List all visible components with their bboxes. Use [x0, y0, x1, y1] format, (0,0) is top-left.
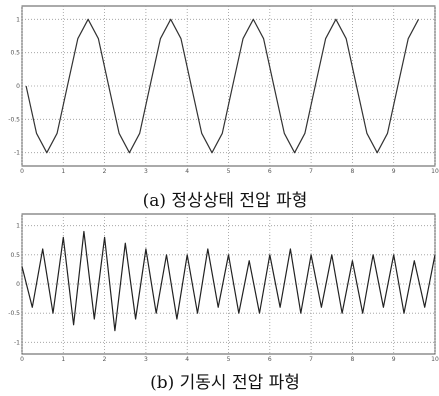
x-tick-label: 5 [227, 356, 231, 363]
x-tick-label: 8 [350, 168, 354, 175]
x-tick-label: 0 [20, 168, 24, 175]
y-tick-label: -0.5 [8, 310, 20, 317]
x-tick-label: 9 [392, 168, 396, 175]
x-tick-label: 6 [268, 356, 272, 363]
x-tick-label: 9 [392, 356, 396, 363]
x-tick-label: 10 [431, 356, 439, 363]
x-tick-label: 4 [185, 168, 189, 175]
caption: (a) 정상상태 전압 파형 [143, 191, 308, 211]
x-tick-label: 2 [103, 168, 107, 175]
waveform [22, 232, 435, 331]
x-tick-label: 3 [144, 168, 148, 175]
waveform [26, 19, 418, 152]
x-tick-label: 1 [61, 356, 65, 363]
y-tick-label: 0.5 [10, 252, 20, 259]
x-tick-label: 3 [144, 356, 148, 363]
y-tick-label: -1 [14, 339, 20, 346]
y-tick-label: -1 [14, 150, 20, 157]
y-tick-label: 0 [16, 281, 20, 288]
x-tick-label: 2 [103, 356, 107, 363]
figure: (a) 정상상태 전압 파형 (b) 기동시 전압 파형 0 1 2 3 4 5 6 7 8 9 1… [0, 0, 439, 396]
x-tick-label: 0 [20, 356, 24, 363]
y-tick-label: 0.5 [10, 50, 20, 57]
x-tick-label: 4 [185, 356, 189, 363]
x-tick-label: 8 [350, 356, 354, 363]
x-tick-label: 6 [268, 168, 272, 175]
y-tick-label: -0.5 [8, 116, 20, 123]
y-tick-label: 0 [16, 83, 20, 90]
x-tick-label: 10 [431, 168, 439, 175]
y-tick-label: 1 [16, 223, 20, 230]
x-tick-label: 7 [309, 356, 313, 363]
x-tick-label: 7 [309, 168, 313, 175]
caption: (b) 기동시 전압 파형 [150, 373, 300, 393]
x-tick-label: 1 [61, 168, 65, 175]
y-tick-label: 1 [16, 16, 20, 23]
x-tick-label: 5 [227, 168, 231, 175]
